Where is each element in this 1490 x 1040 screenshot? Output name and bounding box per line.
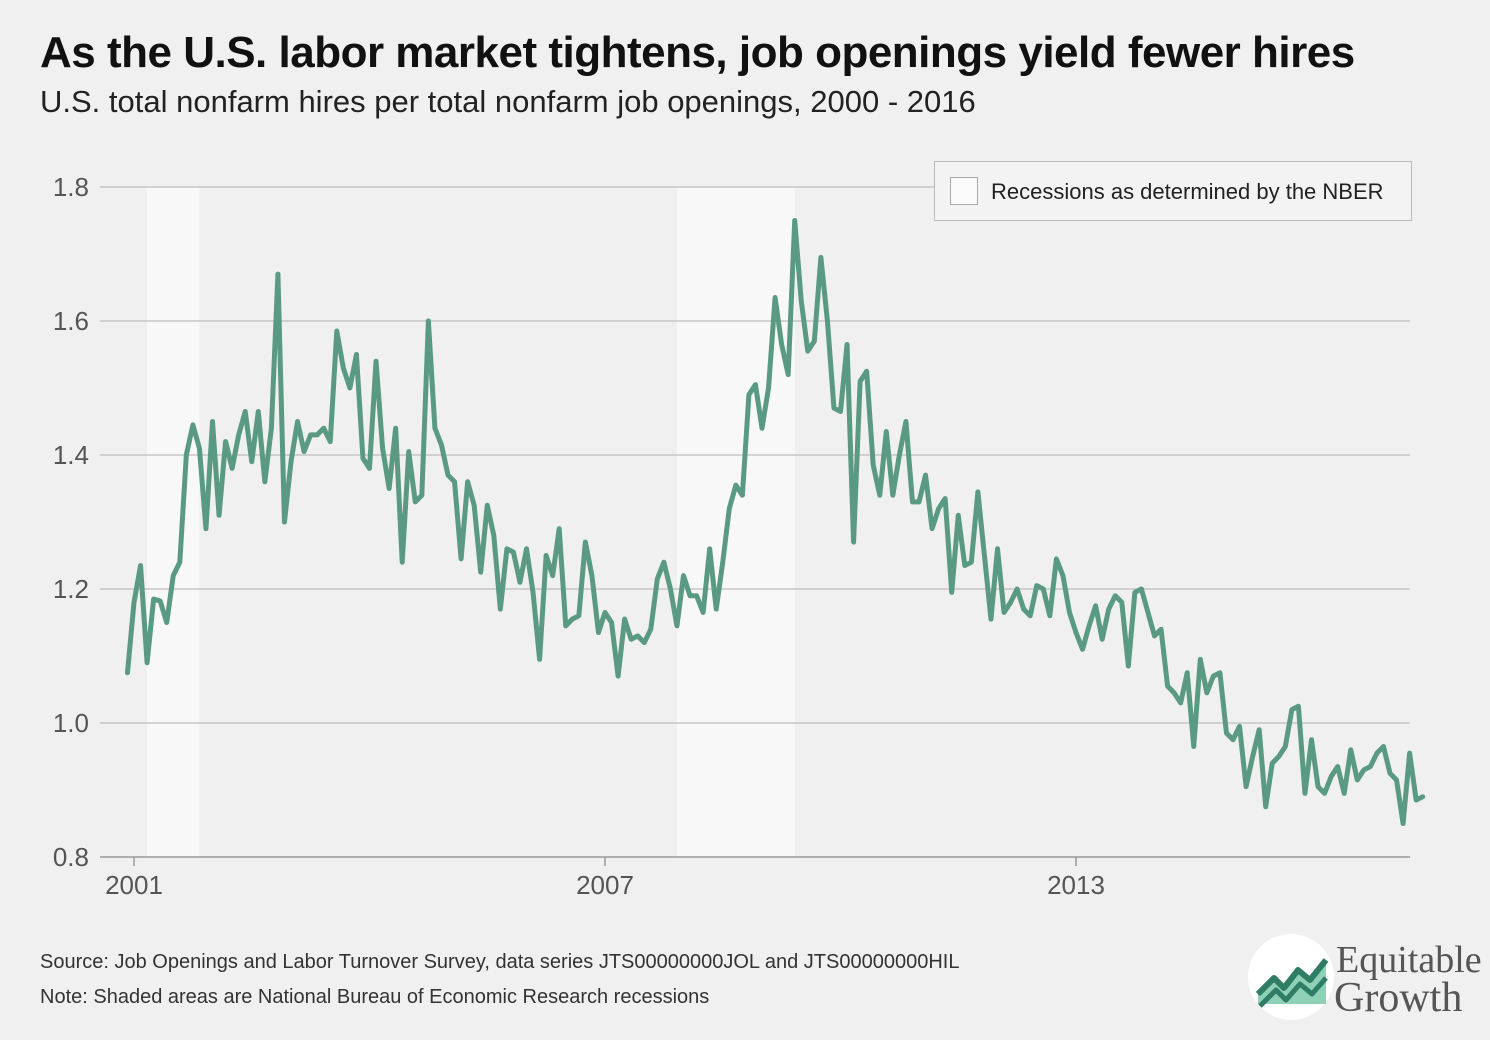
logo-badge bbox=[1248, 934, 1334, 1020]
y-tick-label-1.6: 1.6 bbox=[53, 306, 89, 336]
logo-text-growth: Growth bbox=[1334, 975, 1463, 1021]
y-tick-label-0.8: 0.8 bbox=[53, 842, 89, 872]
equitable-growth-logo: Equitable Growth bbox=[1248, 932, 1488, 1024]
y-axis-tick-labels: 0.8 1.0 1.2 1.4 1.6 1.8 bbox=[53, 172, 89, 872]
source-note: Source: Job Openings and Labor Turnover … bbox=[40, 951, 960, 973]
legend-swatch-recession bbox=[950, 177, 978, 205]
logo-text-equitable: Equitable bbox=[1336, 939, 1482, 981]
recession-band-2 bbox=[676, 187, 795, 857]
x-axis: 2001 2007 2013 bbox=[105, 857, 1105, 900]
y-tick-label-1.4: 1.4 bbox=[53, 440, 89, 470]
series-line-hires-per-opening bbox=[124, 218, 1426, 826]
shading-note: Note: Shaded areas are National Bureau o… bbox=[40, 986, 710, 1008]
rising-chart-logo-icon bbox=[1251, 937, 1331, 1017]
y-tick-label-1.8: 1.8 bbox=[53, 172, 89, 202]
recession-shading bbox=[147, 187, 795, 857]
chart-subtitle: U.S. total nonfarm hires per total nonfa… bbox=[40, 84, 976, 119]
y-tick-label-1.2: 1.2 bbox=[53, 574, 89, 604]
x-tick-label-2001: 2001 bbox=[105, 870, 163, 900]
legend: Recessions as determined by the NBER bbox=[934, 161, 1412, 221]
chart-title: As the U.S. labor market tightens, job o… bbox=[40, 28, 1355, 77]
y-tick-label-1.0: 1.0 bbox=[53, 708, 89, 738]
x-tick-label-2007: 2007 bbox=[576, 870, 634, 900]
x-tick-label-2013: 2013 bbox=[1047, 870, 1105, 900]
legend-label-recession: Recessions as determined by the NBER bbox=[991, 179, 1384, 204]
recession-band-1 bbox=[147, 187, 200, 857]
series-layer bbox=[124, 218, 1426, 826]
